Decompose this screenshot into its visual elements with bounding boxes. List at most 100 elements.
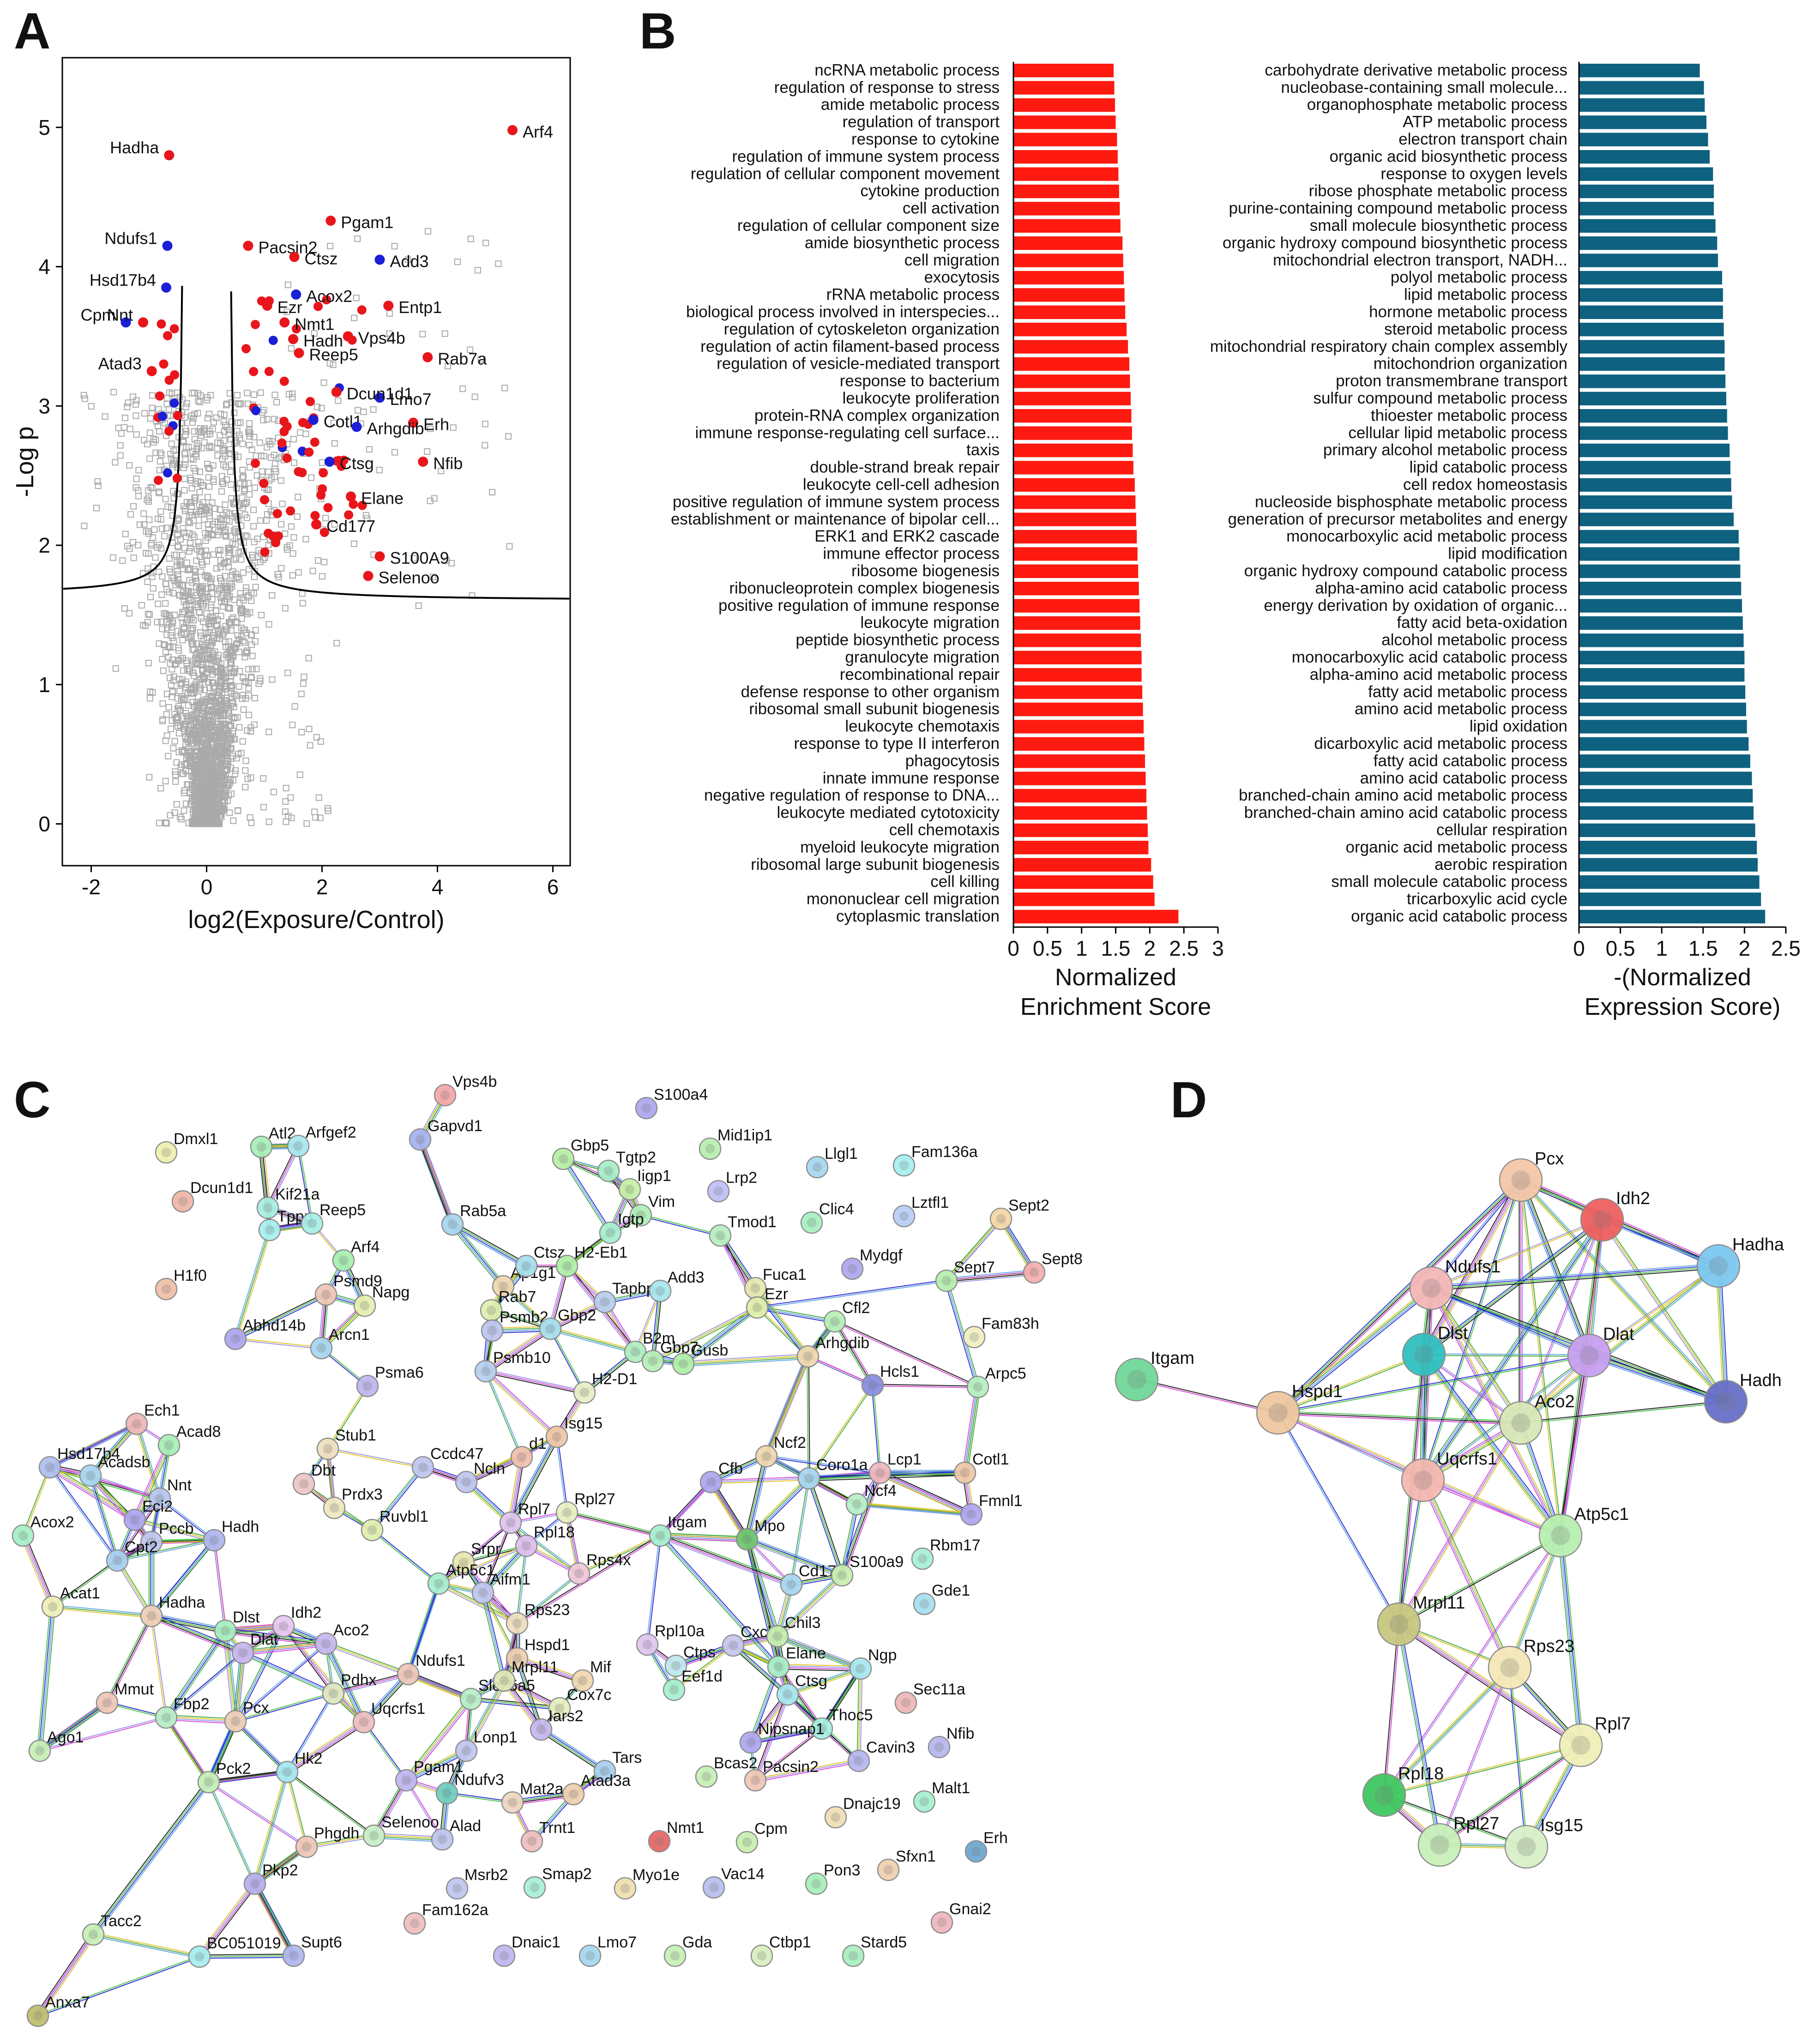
background-point <box>149 392 156 399</box>
background-point <box>208 801 215 808</box>
labeled-point-nfib <box>418 457 428 467</box>
bar <box>1013 651 1142 664</box>
bar <box>1579 530 1739 544</box>
node-nmt1-structure <box>654 1836 664 1846</box>
node-reep5-label: Reep5 <box>319 1201 366 1219</box>
significant-point <box>298 418 307 428</box>
background-point <box>278 565 285 572</box>
background-point <box>217 547 223 554</box>
background-point <box>243 514 250 521</box>
background-point <box>238 750 245 757</box>
background-point <box>198 568 205 575</box>
bar <box>1013 685 1143 699</box>
node-fam162a-structure <box>410 1918 420 1929</box>
background-point <box>269 592 276 599</box>
term-label: taxis <box>966 441 1000 459</box>
bar <box>1013 81 1115 95</box>
edge-line <box>93 1935 199 1959</box>
background-point <box>241 485 248 492</box>
background-point <box>303 820 310 827</box>
edge-line <box>235 1294 326 1339</box>
x-tick-label: 2 <box>1739 936 1751 960</box>
node-dlst-structure <box>1414 1345 1434 1364</box>
significant-point <box>272 509 282 518</box>
node-nfib-structure <box>934 1742 944 1752</box>
bar <box>1579 150 1710 164</box>
node-vim-label: Vim <box>648 1193 675 1211</box>
background-point <box>291 703 298 710</box>
node-pon3-label: Pon3 <box>824 1862 860 1879</box>
background-point <box>239 466 246 473</box>
background-point <box>247 814 253 821</box>
x-tick-label: 1.5 <box>1688 936 1718 960</box>
background-point <box>224 595 231 602</box>
background-point <box>156 428 163 435</box>
background-point <box>206 747 213 753</box>
node-arfgef2-structure <box>293 1141 303 1151</box>
node-pcx-structure <box>1511 1170 1531 1190</box>
background-point <box>171 552 178 559</box>
background-point <box>210 419 217 426</box>
background-point <box>282 798 289 805</box>
node-ctps-label: Ctps <box>683 1644 716 1661</box>
background-point <box>273 398 280 405</box>
node-ago1-structure <box>35 1746 45 1756</box>
term-label: leukocyte proliferation <box>843 389 1000 407</box>
background-point <box>471 393 478 400</box>
term-label: double-strand break repair <box>810 458 1000 476</box>
background-point <box>283 308 290 315</box>
bar <box>1579 115 1706 129</box>
edge-line <box>486 1329 551 1373</box>
term-label: cell migration <box>904 251 1000 269</box>
background-point <box>215 668 222 675</box>
background-point <box>204 761 211 768</box>
background-point <box>143 528 150 535</box>
background-point <box>264 416 271 422</box>
background-point <box>335 397 342 404</box>
edge-line <box>167 1716 211 1782</box>
term-label: small molecule biosynthetic process <box>1310 217 1567 235</box>
node-gbp5-structure <box>558 1154 568 1164</box>
background-point <box>202 591 209 597</box>
background-point <box>148 540 155 547</box>
background-point <box>210 615 217 621</box>
background-point <box>489 489 496 496</box>
node-cotl1-structure <box>960 1468 970 1478</box>
background-point <box>257 389 264 396</box>
bar <box>1579 616 1743 630</box>
background-point <box>226 510 233 517</box>
background-point <box>315 557 322 564</box>
background-point <box>248 446 255 453</box>
background-point <box>204 415 211 422</box>
background-point <box>214 770 221 777</box>
background-point <box>166 555 173 562</box>
background-point <box>217 440 224 447</box>
background-point <box>240 706 247 713</box>
node-prdx3-structure <box>329 1503 339 1513</box>
background-point <box>172 768 179 775</box>
background-point <box>156 820 163 826</box>
edge-line <box>640 1215 720 1237</box>
labeled-point-atad3 <box>146 366 157 376</box>
significant-point <box>163 468 172 478</box>
bar <box>1579 236 1718 250</box>
background-point <box>270 789 277 796</box>
background-point <box>181 529 187 536</box>
significant-point <box>304 447 314 457</box>
background-point <box>154 619 161 626</box>
background-point <box>214 591 221 597</box>
background-point <box>199 781 206 788</box>
background-point <box>282 530 289 537</box>
term-label: ncRNA metabolic process <box>814 61 1000 79</box>
background-point <box>284 546 291 553</box>
node-vps4b-label: Vps4b <box>452 1073 497 1091</box>
background-point <box>221 446 228 453</box>
background-point <box>196 609 203 616</box>
background-point <box>178 561 185 568</box>
node-arhgdib-structure <box>803 1351 813 1362</box>
node-atp5c1-structure <box>1551 1526 1570 1545</box>
background-point <box>243 588 250 595</box>
background-point <box>288 523 295 530</box>
significant-point <box>344 510 354 520</box>
threshold-curve-left <box>63 286 183 590</box>
